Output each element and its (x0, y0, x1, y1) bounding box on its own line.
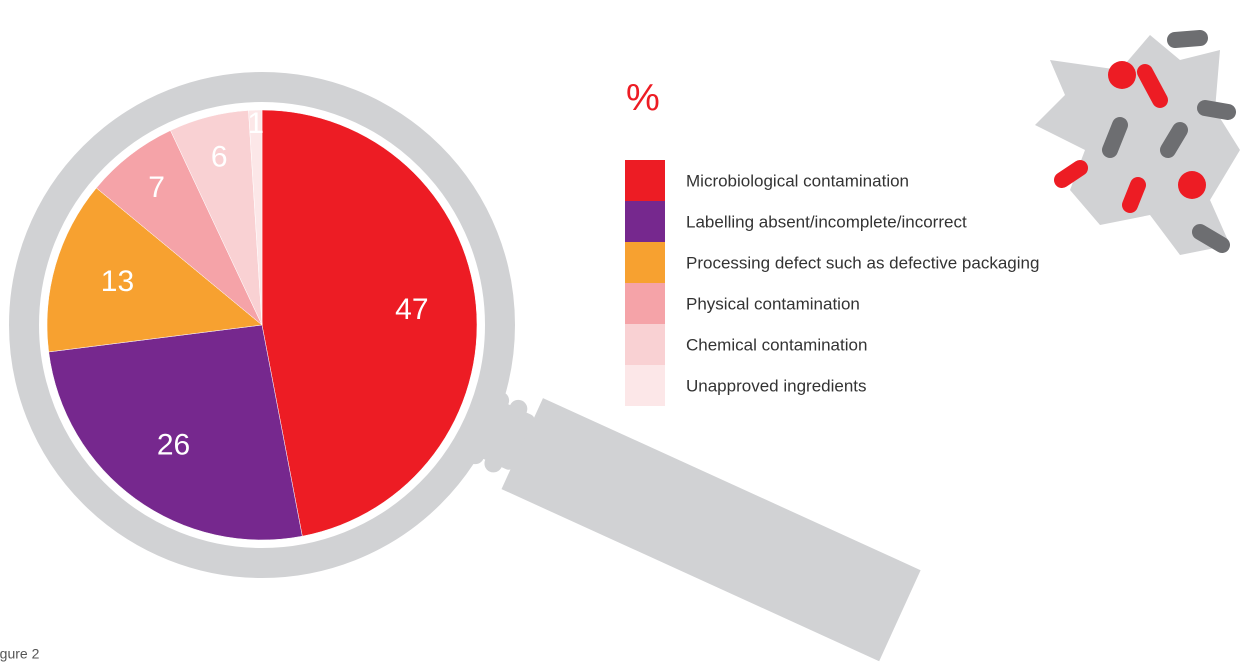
legend-label: Unapproved ingredients (686, 376, 867, 395)
pie-slice (248, 109, 263, 326)
legend-swatch (625, 283, 665, 324)
data-label: 7 (148, 171, 165, 204)
legend-swatch (625, 160, 665, 201)
pie-slice (261, 109, 478, 537)
bacteria-illustration (1035, 30, 1240, 255)
caption: Figure 2 (0, 646, 40, 662)
data-label: 6 (211, 140, 228, 173)
legend-label: Microbiological contamination (686, 171, 909, 190)
magnifier-handle (458, 391, 921, 662)
data-label: 1 (247, 107, 264, 140)
legend-label: Labelling absent/incomplete/incorrect (686, 212, 967, 231)
legend-label: Physical contamination (686, 294, 860, 313)
data-label: 47 (395, 293, 428, 326)
pie-slice (48, 324, 303, 541)
legend-swatch (625, 365, 665, 406)
legend-label: Processing defect such as defective pack… (686, 253, 1039, 272)
legend-swatch (625, 201, 665, 242)
legend-swatch (625, 324, 665, 365)
legend-swatch (625, 242, 665, 283)
chart-title: % (626, 77, 660, 119)
data-label: 26 (157, 429, 190, 462)
legend-label: Chemical contamination (686, 335, 867, 354)
data-label: 13 (101, 265, 134, 298)
pie-slice (46, 187, 263, 353)
